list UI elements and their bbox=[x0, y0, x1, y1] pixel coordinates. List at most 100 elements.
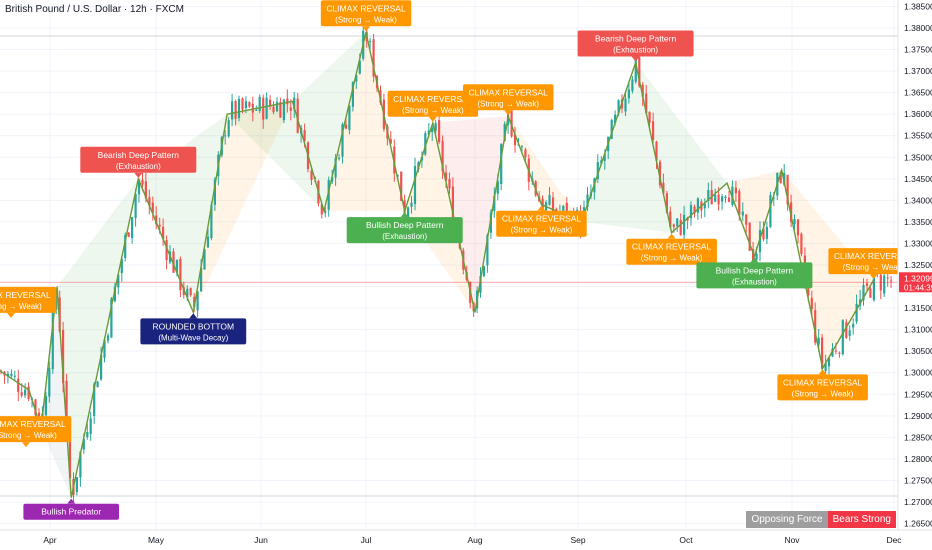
candle-body bbox=[272, 106, 275, 113]
candle-body bbox=[410, 202, 413, 207]
candle-body bbox=[303, 130, 306, 141]
candle-body bbox=[645, 93, 648, 113]
annotation-orange[interactable]: CLIMAX REVERSAL (Strong → Weak) bbox=[0, 286, 57, 318]
pattern-zone bbox=[508, 116, 582, 222]
y-tick-label: 1.36500 bbox=[904, 88, 932, 98]
candle-body bbox=[444, 172, 448, 181]
annotation-green[interactable]: Bullish Deep Pattern (Exhaustion) bbox=[346, 212, 463, 244]
y-tick-label: 1.30500 bbox=[904, 346, 932, 356]
candle-body bbox=[683, 214, 686, 235]
candle-body bbox=[617, 100, 620, 114]
candle-body bbox=[738, 191, 741, 215]
candle-body bbox=[752, 249, 755, 263]
candle-body bbox=[890, 280, 893, 282]
annotation-orange[interactable]: CLIMAX REVERSAL (Strong → Weak) bbox=[0, 416, 72, 448]
candle-body bbox=[358, 60, 361, 74]
candle-body bbox=[255, 109, 258, 111]
candle-body bbox=[351, 81, 354, 107]
y-tick-label: 1.31000 bbox=[904, 325, 932, 335]
bears-strong-badge: Bears Strong bbox=[827, 511, 896, 528]
y-tick-label: 1.33500 bbox=[904, 217, 932, 227]
x-tick-label: Jun bbox=[254, 535, 268, 545]
candle-body bbox=[327, 180, 330, 210]
candle-body bbox=[51, 312, 54, 370]
pattern-zone bbox=[324, 32, 405, 212]
candle-body bbox=[196, 291, 199, 311]
candle-body bbox=[131, 217, 134, 238]
annotation-orange[interactable]: CLIMAX REVERSAL (Strong → Weak) bbox=[626, 233, 717, 265]
candle-body bbox=[13, 375, 16, 377]
candle-body bbox=[17, 378, 20, 392]
candle-body bbox=[451, 186, 454, 227]
candle-body bbox=[810, 297, 813, 310]
candle-body bbox=[817, 337, 820, 345]
candle-body bbox=[672, 224, 675, 227]
candle-body bbox=[200, 267, 203, 292]
candle-body bbox=[855, 303, 858, 322]
y-tick-label: 1.35500 bbox=[904, 131, 932, 141]
y-tick-label: 1.38500 bbox=[904, 2, 932, 12]
annotation-box bbox=[80, 146, 197, 173]
candle-body bbox=[441, 140, 444, 172]
candle-body bbox=[703, 203, 706, 209]
annotation-red[interactable]: Bearish Deep Pattern (Exhaustion) bbox=[577, 30, 694, 62]
annotation-orange[interactable]: CLIMAX REVERSAL (Strong → Weak) bbox=[320, 0, 412, 32]
pattern-zone bbox=[193, 101, 293, 313]
candle-body bbox=[82, 439, 85, 450]
annotation-orange[interactable]: CLIMAX REVERSAL (Strong → Weak) bbox=[777, 369, 868, 401]
candle-body bbox=[655, 141, 658, 161]
candle-body bbox=[120, 258, 123, 273]
y-tick-label: 1.36000 bbox=[904, 109, 932, 119]
annotation-subtitle: (Strong → Weak) bbox=[0, 302, 42, 311]
annotation-subtitle: (Exhaustion) bbox=[613, 46, 658, 55]
y-tick-label: 1.26500 bbox=[904, 519, 932, 529]
annotation-subtitle: (Multi-Wave Decay) bbox=[158, 333, 228, 342]
candle-body bbox=[248, 102, 251, 107]
candle-body bbox=[603, 153, 606, 161]
candle-body bbox=[551, 197, 555, 212]
annotation-green[interactable]: Bullish Deep Pattern (Exhaustion) bbox=[696, 257, 813, 289]
candle-body bbox=[790, 202, 793, 222]
annotation-box bbox=[496, 210, 587, 237]
annotation-box bbox=[0, 286, 57, 313]
annotation-pointer bbox=[428, 116, 437, 122]
candle-body bbox=[117, 274, 120, 288]
annotation-orange[interactable]: CLIMAX REVERSAL (Strong → Weak) bbox=[496, 205, 587, 237]
candle-body bbox=[821, 337, 824, 369]
candle-body bbox=[486, 235, 489, 266]
candle-body bbox=[800, 233, 803, 255]
candle-body bbox=[769, 195, 772, 228]
annotation-orange[interactable]: CLIMAX REVERSAL (Strong → Weak) bbox=[463, 84, 554, 116]
annotation-subtitle: (Strong → Weak) bbox=[402, 106, 464, 115]
candle-body bbox=[293, 97, 296, 110]
candle-body bbox=[779, 172, 782, 184]
pattern-zone bbox=[57, 178, 139, 498]
annotation-box bbox=[577, 30, 694, 57]
y-tick-label: 1.28000 bbox=[904, 454, 932, 464]
candle-body bbox=[696, 198, 699, 213]
candle-body bbox=[262, 97, 265, 120]
candle-body bbox=[631, 79, 634, 92]
candle-body bbox=[783, 172, 786, 185]
annotation-subtitle: (Strong → Weak) bbox=[792, 389, 854, 398]
candle-body bbox=[634, 60, 637, 82]
candle-body bbox=[213, 179, 216, 205]
annotation-purple[interactable]: Bullish Predator bbox=[23, 498, 119, 520]
y-tick-label: 1.37500 bbox=[904, 45, 932, 55]
annotation-box bbox=[626, 238, 717, 265]
annotation-navy[interactable]: ROUNDED BOTTOM (Multi-Wave Decay) bbox=[140, 313, 247, 345]
annotation-pointer bbox=[189, 313, 198, 319]
candle-body bbox=[265, 97, 268, 119]
candle-body bbox=[493, 196, 496, 211]
annotation-red[interactable]: Bearish Deep Pattern (Exhaustion) bbox=[80, 146, 197, 178]
pattern-zone bbox=[41, 286, 72, 498]
opposing-force-badge: Opposing Force bbox=[746, 511, 828, 528]
candle-body bbox=[89, 418, 92, 435]
annotation-orange[interactable]: CLIMAX REVERSAL (Strong → Weak) bbox=[828, 248, 919, 280]
y-tick-label: 1.34500 bbox=[904, 174, 932, 184]
status-badges: Opposing Force Bears Strong bbox=[746, 511, 896, 528]
candle-body bbox=[845, 322, 848, 339]
y-tick-label: 1.28500 bbox=[904, 432, 932, 442]
annotation-orange[interactable]: CLIMAX REVERSAL (Strong → Weak) bbox=[387, 90, 479, 122]
